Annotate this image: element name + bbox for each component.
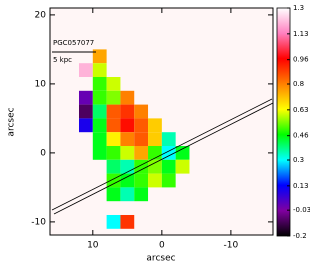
heatmap-cell [134,159,149,174]
colorbar-tick-label: 0.46 [293,132,309,140]
x-axis-label: arcsec [146,254,175,264]
heatmap-cell [92,63,107,77]
heatmap-cell [120,214,135,229]
heatmap-cell [106,118,121,133]
heatmap-cell [148,173,162,188]
y-tick-label: -10 [31,217,46,227]
heatmap-cell [120,159,135,174]
heatmap-cell [106,214,121,229]
heatmap-cell [106,159,121,174]
heatmap-cell [134,118,149,133]
heatmap-cell [120,118,135,133]
heatmap-cell [120,132,135,146]
colorbar-tick-label: 1.13 [293,30,309,38]
heatmap-cell [134,187,149,202]
x-tick-label: -10 [224,241,239,251]
heatmap-cell [148,132,162,146]
heatmap-cell [92,76,107,91]
colorbar-tick-label: -0.03 [293,206,310,214]
heatmap-cell [120,173,135,188]
y-axis-label: arcsec [7,107,17,136]
y-tick-label: 20 [35,10,47,20]
heatmap-cell [92,104,107,119]
heatmap-cell [106,145,121,160]
heatmap-cell [161,159,176,174]
galaxy-name: PGC057077 [53,39,94,47]
heatmap-cell [92,49,107,64]
heatmap-cell [134,104,149,119]
heatmap-cell [106,132,121,146]
heatmap-cell [92,90,107,105]
heatmap-cell [78,63,93,77]
heatmap-cell [134,173,149,188]
y-tick-label: 0 [40,148,46,158]
y-tick-label: 10 [35,79,47,89]
colorbar [276,7,291,237]
heatmap-cell [161,132,176,146]
colorbar-tick-label: 0.96 [293,56,309,64]
heatmap-cell [134,145,149,160]
heatmap-cell [78,90,93,105]
chart: PGC057077 5 kpc arcsec arcsec 10 0 -10 -10 0… [7,4,311,264]
heatmap-cell [78,118,93,133]
heatmap-cell [175,159,190,174]
slit-edge [53,102,274,215]
heatmap-cell [148,118,162,133]
heatmap-cell [120,145,135,160]
heatmap-cell [78,104,93,119]
colorbar-tick-label: 0.63 [293,106,309,114]
heatmap-cell [120,187,135,202]
heatmap-cell [161,173,176,188]
x-tick-label: 10 [87,241,99,251]
heatmap-cell [92,118,107,133]
colorbar-tick-label: 0.3 [293,156,304,164]
colorbar-tick-label: 0.8 [293,80,304,88]
heatmap-cell [92,132,107,146]
heatmap-cell [106,187,121,202]
scale-label: 5 kpc [53,56,72,64]
heatmap-cell [161,145,176,160]
heatmap-cell [106,76,121,91]
heatmap-cell [148,159,162,174]
heatmap-cell [106,90,121,105]
colorbar-tick-label: -0.2 [293,232,307,240]
heatmap-cell [106,173,121,188]
heatmap-cell [134,132,149,146]
heatmap-cell [120,104,135,119]
colorbar-tick-label: 0.13 [293,182,309,190]
heatmap-cell [175,145,190,160]
heatmap-cell [92,145,107,160]
x-tick-label: 0 [159,241,165,251]
heatmap-cell [106,104,121,119]
slit-edge [51,98,273,211]
colorbar-tick-label: 1.3 [293,4,304,12]
heatmap-cell [120,90,135,105]
